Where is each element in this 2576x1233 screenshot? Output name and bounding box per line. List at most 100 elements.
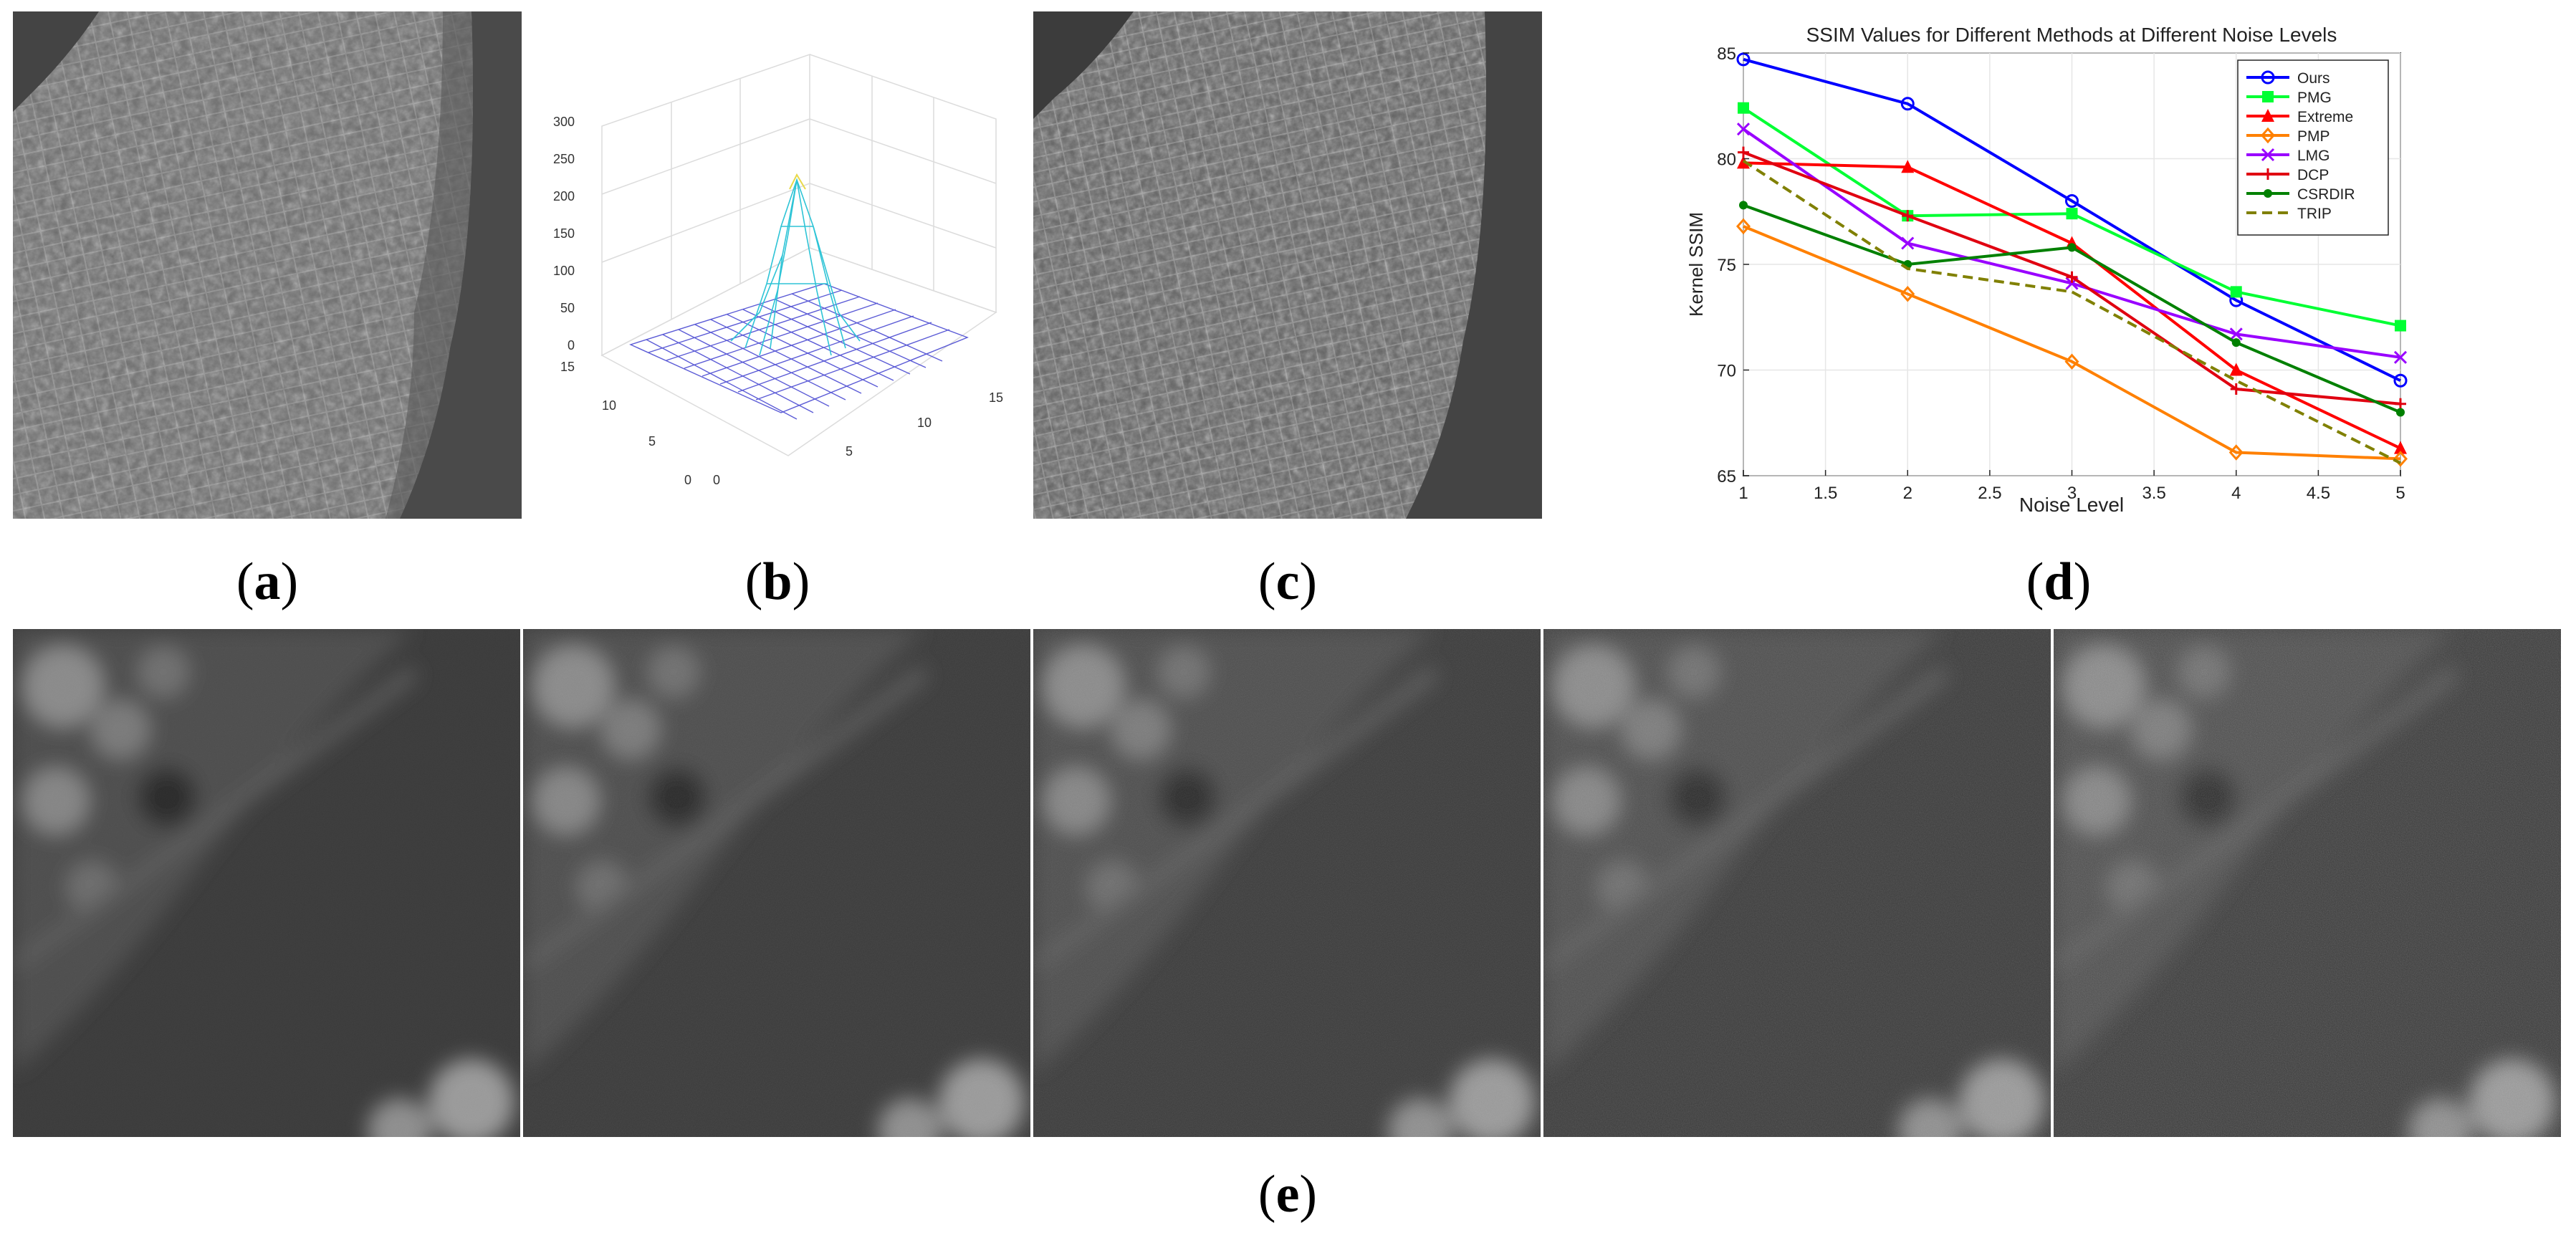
series-pmg xyxy=(1738,102,2406,332)
series-ours xyxy=(1736,52,2408,388)
svg-text:150: 150 xyxy=(553,226,575,241)
ssim-line-chart: 1 1.5 2 2.5 3 3.5 4 4.5 5 65 70 75 80 85 SSIM Values … xyxy=(1677,11,2422,522)
data-point xyxy=(2229,327,2243,341)
legend-entry: Extreme xyxy=(2246,109,2353,125)
data-point xyxy=(2229,363,2243,376)
svg-text:5: 5 xyxy=(648,434,656,448)
x-axis-label: Noise Level xyxy=(2019,494,2124,516)
svg-text:50: 50 xyxy=(560,301,575,315)
y-axis-ticks: 15 10 5 0 xyxy=(560,360,691,487)
legend-marker xyxy=(2261,70,2275,85)
x-tick-label: 1.5 xyxy=(1814,484,1837,503)
legend-marker xyxy=(2262,168,2274,180)
series-group xyxy=(1735,52,2408,467)
surface-plot-b: 300 250 200 150 100 50 0 15 10 5 0 0 5 1… xyxy=(530,11,1032,519)
data-point xyxy=(2393,350,2408,364)
data-point xyxy=(2067,243,2077,252)
legend-label: PMP xyxy=(2297,128,2330,145)
panel-label-d: (d) xyxy=(2026,552,2092,611)
image-patch xyxy=(2054,629,2561,1137)
data-point xyxy=(2228,444,2244,461)
z-axis-ticks: 300 250 200 150 100 50 0 xyxy=(553,115,575,352)
legend-entry: PMP xyxy=(2246,127,2330,145)
panel-label-e: (e) xyxy=(1258,1165,1318,1224)
legend-label: TRIP xyxy=(2297,206,2332,222)
panel-label-b: (b) xyxy=(744,552,810,611)
data-point xyxy=(1901,236,1915,250)
x-axis-ticks: 0 5 10 15 xyxy=(713,390,1003,487)
data-point xyxy=(1739,201,1748,210)
svg-text:300: 300 xyxy=(553,115,575,129)
series-line xyxy=(1743,57,2401,383)
svg-text:15: 15 xyxy=(989,390,1003,405)
data-point xyxy=(1738,102,1749,114)
data-point xyxy=(1736,123,1751,136)
data-point xyxy=(2066,208,2078,220)
image-patch xyxy=(523,629,1030,1137)
legend-entry: PMG xyxy=(2246,90,2332,106)
data-point xyxy=(2065,194,2079,208)
x-tick-label: 3.5 xyxy=(2142,484,2165,503)
svg-text:0: 0 xyxy=(568,338,575,352)
data-point xyxy=(1736,52,1751,67)
legend-label: LMG xyxy=(2297,148,2330,164)
legend: Ours PMG Extreme PMP LMG DCP CSRDIR TRIP xyxy=(2237,59,2389,236)
series-line xyxy=(1742,159,2401,465)
data-point xyxy=(1901,160,1915,173)
data-point xyxy=(2066,271,2078,283)
legend-label: PMG xyxy=(2297,90,2332,106)
y-tick-label: 65 xyxy=(1717,467,1736,486)
y-tick-label: 80 xyxy=(1717,150,1736,170)
legend-box xyxy=(2237,59,2389,236)
y-tick-label: 85 xyxy=(1717,44,1736,64)
data-point xyxy=(2230,286,2242,298)
surface-peak xyxy=(730,178,861,356)
surface-mesh xyxy=(629,283,969,420)
x-tick-label: 4.5 xyxy=(2307,484,2330,503)
legend-entry: TRIP xyxy=(2246,206,2332,222)
legend-entry: LMG xyxy=(2246,148,2330,164)
data-point xyxy=(2064,353,2079,370)
svg-text:5: 5 xyxy=(846,444,853,459)
panel-label-c: (c) xyxy=(1258,552,1318,611)
svg-text:0: 0 xyxy=(684,473,691,487)
aerial-image-a xyxy=(13,11,522,519)
legend-marker xyxy=(2261,109,2274,122)
series-pmp xyxy=(1735,218,2408,467)
y-axis-label: Kernel SSIM xyxy=(1685,212,1707,317)
legend-marker xyxy=(2262,91,2274,102)
chart-title: SSIM Values for Different Methods at Dif… xyxy=(1806,24,2337,46)
image-patch xyxy=(13,629,520,1137)
y-tick-label: 75 xyxy=(1717,256,1736,275)
data-point xyxy=(1735,218,1751,235)
series-lmg xyxy=(1736,123,2408,364)
data-point xyxy=(2230,383,2242,395)
data-point xyxy=(2393,451,2408,467)
series-dcp xyxy=(1738,146,2406,410)
y-tick-label: 70 xyxy=(1717,362,1736,381)
x-tick-label: 2 xyxy=(1903,484,1912,503)
axis-ticks: 1 1.5 2 2.5 3 3.5 4 4.5 5 65 70 75 80 85 xyxy=(1717,44,2405,503)
svg-text:0: 0 xyxy=(713,473,720,487)
legend-label: Extreme xyxy=(2297,109,2353,125)
legend-entry: Ours xyxy=(2246,70,2330,87)
data-point xyxy=(2394,441,2407,454)
data-point xyxy=(1900,286,1915,302)
x-tick-label: 4 xyxy=(2231,484,2241,503)
data-point xyxy=(2393,373,2408,388)
legend-label: CSRDIR xyxy=(2297,186,2355,203)
legend-label: Ours xyxy=(2297,70,2330,87)
panel-label-a: (a) xyxy=(236,552,299,611)
image-patch xyxy=(1543,629,2051,1137)
data-point xyxy=(2396,408,2405,417)
x-tick-label: 2.5 xyxy=(1978,484,2001,503)
svg-text:250: 250 xyxy=(553,152,575,166)
data-point xyxy=(2395,398,2406,410)
svg-text:15: 15 xyxy=(560,360,575,374)
data-point xyxy=(1900,97,1915,111)
legend-marker xyxy=(2260,127,2276,144)
svg-text:100: 100 xyxy=(553,264,575,278)
series-csrdir xyxy=(1739,201,2405,417)
data-point xyxy=(2231,338,2241,347)
x-tick-label: 3 xyxy=(2067,484,2077,503)
